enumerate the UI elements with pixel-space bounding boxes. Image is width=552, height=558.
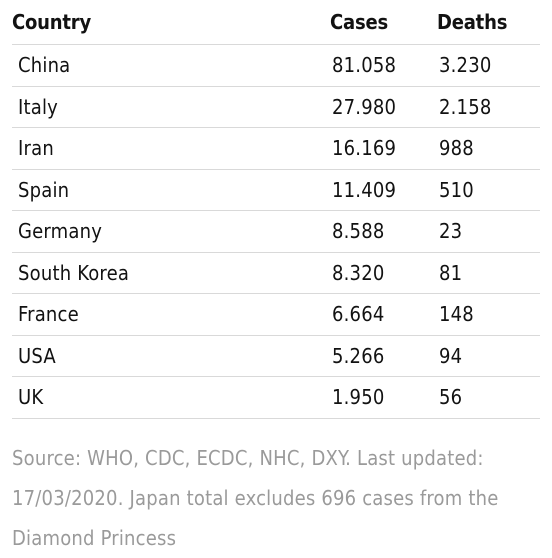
cell-deaths: 23 [437, 210, 540, 253]
cell-cases: 27.980 [330, 86, 437, 128]
source-note: Source: WHO, CDC, ECDC, NHC, DXY. Last u… [12, 446, 499, 550]
table-row: Iran 16.169 988 [12, 127, 540, 170]
cases-deaths-table: Country Cases Deaths China 81.058 3.230 Ita… [12, 0, 540, 419]
cell-country: UK [12, 376, 330, 419]
column-header-country: Country [12, 0, 330, 45]
cell-country: China [12, 44, 330, 87]
table-row: France 6.664 148 [12, 293, 540, 336]
table-row: Italy 27.980 2.158 [12, 86, 540, 128]
cell-deaths: 81 [437, 252, 540, 294]
cell-country: South Korea [12, 252, 330, 294]
cell-cases: 6.664 [330, 293, 437, 336]
table-row: USA 5.266 94 [12, 335, 540, 377]
cell-deaths: 2.158 [437, 86, 540, 128]
table-row: Germany 8.588 23 [12, 210, 540, 253]
cell-cases: 8.320 [330, 252, 437, 294]
cell-cases: 16.169 [330, 127, 437, 170]
cell-deaths: 510 [437, 169, 540, 211]
table-row: UK 1.950 56 [12, 376, 540, 419]
cell-country: Spain [12, 169, 330, 211]
cell-country: France [12, 293, 330, 336]
cell-country: Germany [12, 210, 330, 253]
cell-cases: 5.266 [330, 335, 437, 377]
column-header-cases: Cases [330, 0, 437, 45]
cell-cases: 81.058 [330, 44, 437, 87]
cell-country: Iran [12, 127, 330, 170]
cell-deaths: 988 [437, 127, 540, 170]
cell-cases: 8.588 [330, 210, 437, 253]
cell-deaths: 148 [437, 293, 540, 336]
cell-cases: 1.950 [330, 376, 437, 419]
cell-country: Italy [12, 86, 330, 128]
table-header: Country Cases Deaths [12, 0, 540, 45]
table-row: Spain 11.409 510 [12, 169, 540, 211]
cell-deaths: 3.230 [437, 44, 540, 87]
table-body: China 81.058 3.230 Italy 27.980 2.158 Iran 16.1… [12, 44, 540, 419]
cell-deaths: 94 [437, 335, 540, 377]
column-header-deaths: Deaths [437, 0, 540, 45]
cell-country: USA [12, 335, 330, 377]
table-row: South Korea 8.320 81 [12, 252, 540, 294]
header-row: Country Cases Deaths [12, 0, 540, 45]
table-row: China 81.058 3.230 [12, 44, 540, 87]
cell-deaths: 56 [437, 376, 540, 419]
cell-cases: 11.409 [330, 169, 437, 211]
